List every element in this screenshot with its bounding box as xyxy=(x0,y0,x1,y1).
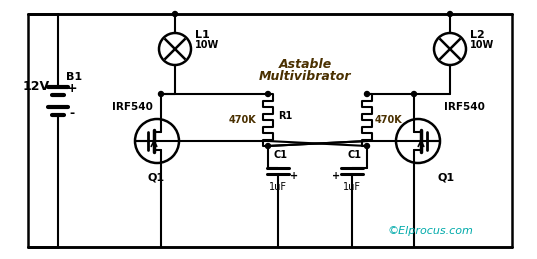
Text: 470K: 470K xyxy=(228,115,256,125)
Circle shape xyxy=(265,91,271,97)
Text: +: + xyxy=(332,171,340,181)
Text: 10W: 10W xyxy=(195,40,219,50)
Text: R1: R1 xyxy=(278,111,292,121)
Text: Multivibrator: Multivibrator xyxy=(259,70,351,83)
Text: 12V: 12V xyxy=(23,80,49,92)
Text: IRF540: IRF540 xyxy=(112,102,153,112)
Text: 10W: 10W xyxy=(470,40,494,50)
Circle shape xyxy=(447,11,453,17)
Text: +: + xyxy=(67,83,77,96)
Circle shape xyxy=(172,11,178,17)
Text: Astable: Astable xyxy=(278,57,332,70)
Text: L2: L2 xyxy=(470,30,485,40)
Text: B1: B1 xyxy=(66,72,82,82)
Text: 1uF: 1uF xyxy=(269,182,287,192)
Circle shape xyxy=(411,91,417,97)
Text: +: + xyxy=(290,171,298,181)
Text: 1uF: 1uF xyxy=(343,182,361,192)
Text: ©Elprocus.com: ©Elprocus.com xyxy=(387,226,473,236)
Circle shape xyxy=(365,91,369,97)
Text: 470K: 470K xyxy=(375,115,403,125)
Text: Q1: Q1 xyxy=(438,172,455,182)
Circle shape xyxy=(265,143,271,148)
Text: L1: L1 xyxy=(195,30,210,40)
Text: C1: C1 xyxy=(347,150,361,160)
Text: IRF540: IRF540 xyxy=(444,102,485,112)
Circle shape xyxy=(365,143,369,148)
Text: -: - xyxy=(69,106,75,119)
Text: Q1: Q1 xyxy=(147,172,164,182)
Text: C1: C1 xyxy=(273,150,287,160)
Circle shape xyxy=(158,91,163,97)
